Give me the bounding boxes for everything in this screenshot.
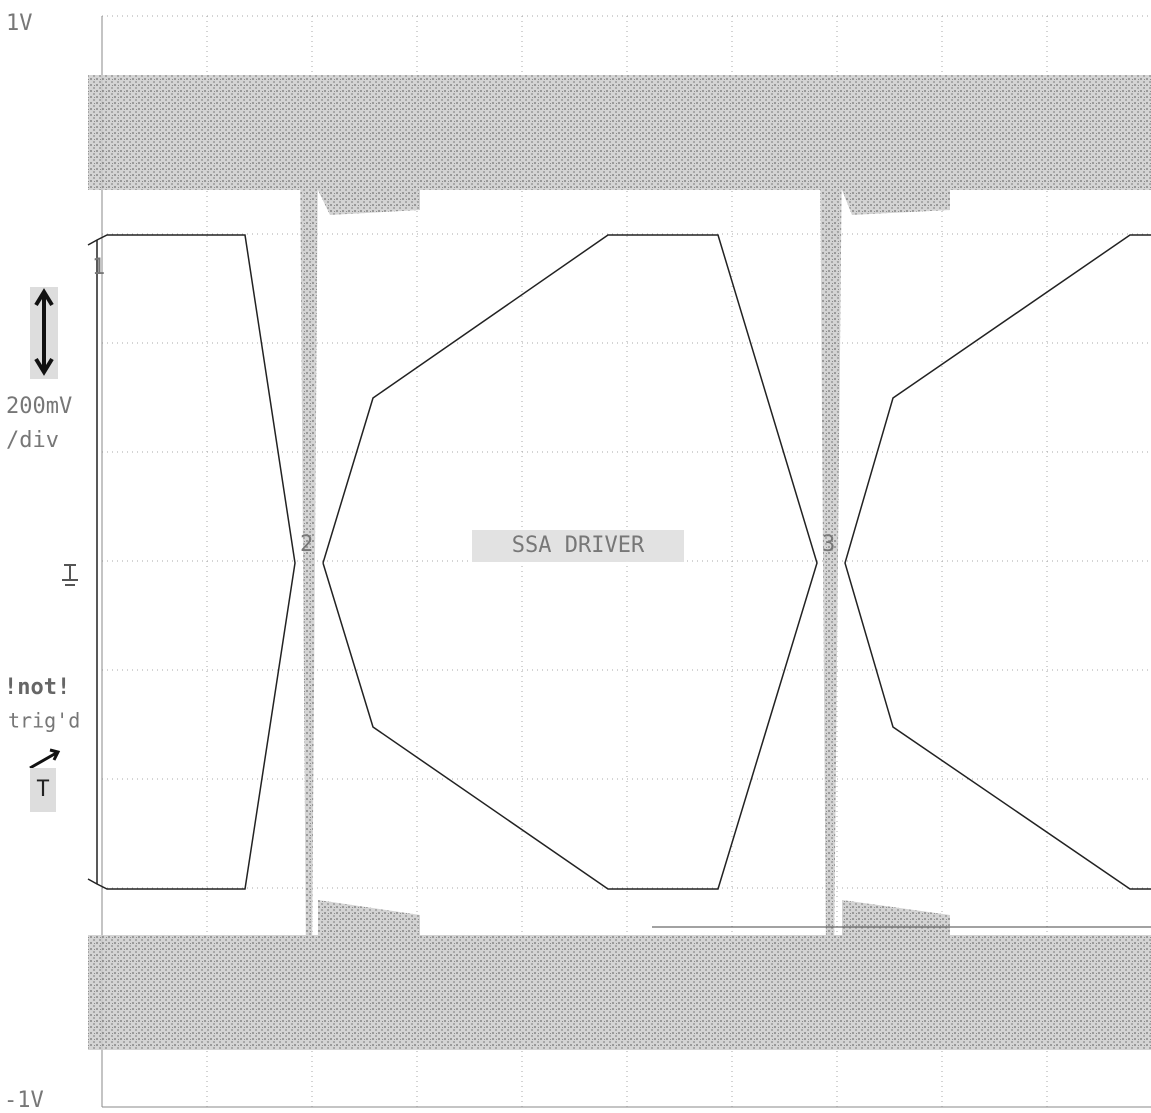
bottom-voltage: -1V xyxy=(4,1088,44,1113)
marker-3: 3 xyxy=(822,532,835,557)
marker-2: 2 xyxy=(300,532,313,557)
trigger-state: trig'd xyxy=(8,709,80,733)
marker-1: 1 xyxy=(92,255,105,280)
trigger-marker: T xyxy=(36,777,49,802)
trigger-status: !not! xyxy=(4,675,70,700)
noise-trace xyxy=(88,75,1151,1050)
scale-unit: /div xyxy=(6,428,59,453)
top-voltage: 1V xyxy=(6,11,33,36)
trigger-arrow xyxy=(30,750,58,768)
scale: 200mV xyxy=(6,394,72,419)
ground-icon xyxy=(62,565,78,585)
label: SSA DRIVER xyxy=(512,533,645,558)
scope-screen: 1V -1V 200mV /div 1 2 3 SSA DRIVER !not!… xyxy=(0,0,1151,1113)
